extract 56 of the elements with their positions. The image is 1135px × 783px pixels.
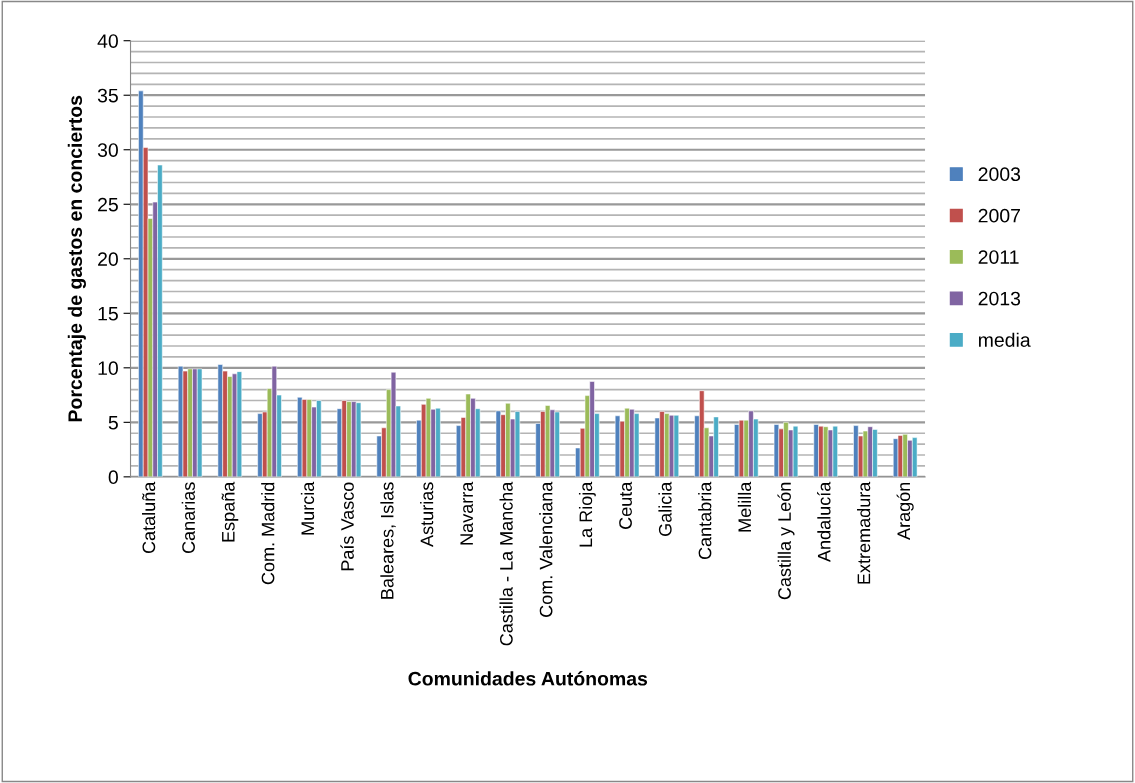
x-tick-label: Baleares, Islas bbox=[380, 482, 396, 599]
x-tick-label: Galicia bbox=[658, 481, 672, 536]
legend-label: 2003 bbox=[978, 167, 1021, 182]
y-axis-title: Porcentaje de gastos en conciertos bbox=[67, 95, 86, 422]
bar bbox=[549, 409, 556, 477]
x-tick-label: Ceuta bbox=[619, 481, 632, 529]
bar bbox=[425, 398, 432, 477]
bar bbox=[673, 414, 680, 477]
bar bbox=[257, 413, 263, 477]
x-tick-label: La Rioja bbox=[578, 481, 596, 547]
x-tick-label: Asturias bbox=[420, 482, 434, 547]
bar bbox=[738, 419, 745, 477]
legend-label: 2013 bbox=[978, 291, 1021, 306]
bar bbox=[773, 424, 780, 477]
x-tick-label: Castilla - La Mancha bbox=[499, 481, 513, 646]
x-axis-title: Comunidades Autónomas bbox=[408, 671, 648, 686]
x-tick-label: Aragón bbox=[896, 482, 914, 540]
bar bbox=[236, 371, 243, 477]
bar bbox=[792, 425, 799, 477]
bar bbox=[301, 399, 308, 477]
y-tick-label: 40 bbox=[97, 34, 118, 48]
y-tick-label: 25 bbox=[98, 197, 118, 212]
bar bbox=[196, 368, 203, 477]
bar bbox=[897, 435, 904, 477]
x-tick-label: Com. Madrid bbox=[261, 482, 275, 585]
bar bbox=[633, 413, 640, 477]
legend-label: 2011 bbox=[978, 250, 1019, 264]
bar bbox=[862, 430, 869, 477]
x-tick-label: Com. Valenciana bbox=[539, 481, 553, 617]
legend-label: media bbox=[978, 332, 1031, 347]
y-tick-label: 10 bbox=[98, 361, 118, 376]
x-tick-label: Melilla bbox=[737, 481, 752, 532]
x-tick-label: País Vasco bbox=[340, 482, 354, 571]
x-tick-label: Extremadura bbox=[857, 481, 871, 584]
y-tick-label: 5 bbox=[108, 416, 118, 430]
x-tick-label: Castilla y León bbox=[777, 482, 795, 600]
y-tick-label: 20 bbox=[98, 252, 118, 267]
x-tick-label: Murcia bbox=[300, 481, 315, 535]
y-tick-label: 30 bbox=[97, 143, 118, 157]
x-tick-label: Navarra bbox=[460, 481, 474, 545]
bar bbox=[827, 429, 834, 477]
bar bbox=[355, 402, 362, 477]
y-tick-label: 35 bbox=[97, 88, 118, 103]
x-tick-label: Canarias bbox=[181, 482, 195, 554]
bar bbox=[390, 371, 397, 477]
legend-label: 2007 bbox=[978, 208, 1020, 223]
bar bbox=[853, 425, 859, 477]
y-tick-label: 15 bbox=[98, 306, 118, 321]
y-tick-label: 0 bbox=[108, 470, 118, 485]
x-tick-label: Cantabria bbox=[698, 481, 712, 560]
bar bbox=[182, 370, 189, 477]
bar bbox=[495, 410, 502, 477]
x-tick-label: Andalucía bbox=[817, 481, 831, 562]
x-tick-label: Cataluña bbox=[141, 481, 156, 554]
x-tick-label: España bbox=[221, 481, 239, 542]
bar bbox=[514, 411, 521, 477]
